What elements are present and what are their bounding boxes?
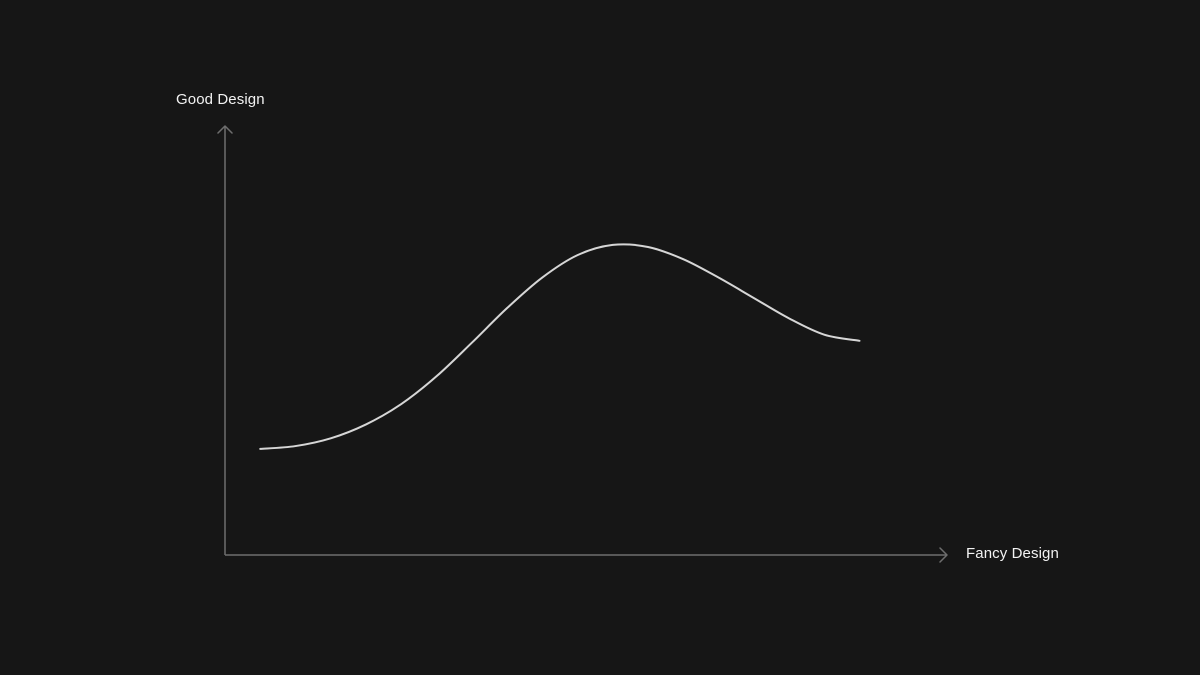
x-axis-label: Fancy Design xyxy=(966,545,1059,562)
series-line-0 xyxy=(259,243,861,450)
y-axis-label: Good Design xyxy=(176,91,265,108)
y-axis-arrowhead xyxy=(217,125,233,134)
x-axis-arrowhead xyxy=(939,547,948,563)
axes xyxy=(217,125,948,563)
series-layer xyxy=(259,243,861,450)
